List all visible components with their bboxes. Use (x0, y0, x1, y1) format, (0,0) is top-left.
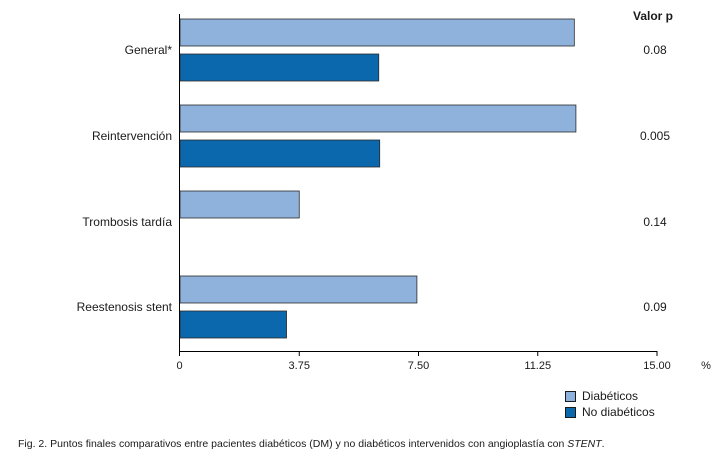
category-label-reintervencion: Reintervención (92, 129, 172, 143)
pvalue-reestenosis-stent: 0.09 (643, 300, 667, 314)
category-label-reestenosis-stent: Reestenosis stent (77, 300, 173, 314)
pvalue-trombosis-tardia: 0.14 (643, 215, 667, 229)
bar-general-no-diabeticos (179, 53, 380, 82)
bar-reintervencion-no-diabeticos (179, 139, 381, 168)
bar-reestenosis-stent-diabeticos (179, 275, 418, 304)
figure-caption: Fig. 2. Puntos finales comparativos entr… (18, 438, 605, 450)
category-label-general: General* (125, 43, 173, 57)
x-tick-label: 7.50 (408, 360, 429, 372)
x-tick-label: 3.75 (289, 360, 310, 372)
x-tick-label: 11.25 (524, 360, 551, 372)
bar-reestenosis-stent-no-diabeticos (179, 310, 287, 339)
bar-general-diabeticos (179, 18, 575, 47)
x-tick-label: 0 (176, 360, 182, 372)
category-label-trombosis-tardia: Trombosis tardía (82, 215, 172, 229)
bar-trombosis-tardia-diabeticos (179, 190, 300, 219)
legend-item-diabeticos: Diabéticos (565, 388, 655, 404)
caption-text: Fig. 2. Puntos finales comparativos entr… (18, 438, 568, 450)
caption-emphasis: STENT (567, 438, 602, 450)
pvalue-general: 0.08 (643, 43, 667, 57)
pvalue-header: Valor p (633, 9, 673, 23)
caption-end: . (601, 438, 605, 450)
x-tick-label: 15.00 (643, 360, 671, 372)
bar-reintervencion-diabeticos (179, 104, 577, 133)
legend-swatch-diabeticos (565, 390, 576, 402)
legend-item-no-diabeticos: No diabéticos (565, 404, 655, 420)
pvalue-reintervencion: 0.005 (640, 129, 670, 143)
legend: Diabéticos No diabéticos (565, 388, 655, 420)
x-unit-label: % (701, 360, 711, 372)
legend-label-diabeticos: Diabéticos (582, 389, 639, 403)
legend-label-no-diabeticos: No diabéticos (582, 405, 655, 419)
legend-swatch-no-diabeticos (565, 406, 576, 418)
